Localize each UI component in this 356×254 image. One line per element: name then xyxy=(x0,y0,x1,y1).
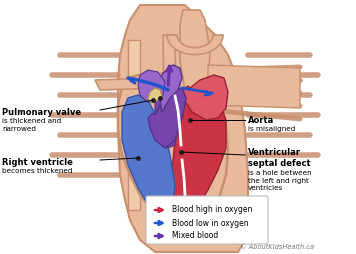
Polygon shape xyxy=(128,40,140,210)
Polygon shape xyxy=(118,5,248,252)
Text: Mixed blood: Mixed blood xyxy=(172,231,218,241)
Text: is misaligned: is misaligned xyxy=(248,126,295,132)
Polygon shape xyxy=(163,35,176,115)
Text: becomes thickened: becomes thickened xyxy=(2,168,73,174)
Polygon shape xyxy=(95,72,165,90)
Polygon shape xyxy=(180,10,210,100)
Polygon shape xyxy=(167,35,223,55)
Text: Aorta: Aorta xyxy=(248,116,274,125)
Polygon shape xyxy=(155,88,182,148)
Polygon shape xyxy=(148,88,162,103)
Text: Blood high in oxygen: Blood high in oxygen xyxy=(172,205,252,214)
Text: © AboutKidsHealth.ca: © AboutKidsHealth.ca xyxy=(240,244,314,250)
Polygon shape xyxy=(182,75,228,120)
Polygon shape xyxy=(148,88,186,148)
Polygon shape xyxy=(208,65,300,108)
Text: Pulmonary valve: Pulmonary valve xyxy=(2,108,81,117)
Polygon shape xyxy=(122,95,175,216)
Polygon shape xyxy=(118,75,228,225)
Polygon shape xyxy=(170,88,226,218)
Text: Blood low in oxygen: Blood low in oxygen xyxy=(172,218,248,228)
Text: is thickened and
narrowed: is thickened and narrowed xyxy=(2,118,61,132)
Text: Right ventricle: Right ventricle xyxy=(2,158,73,167)
Polygon shape xyxy=(158,65,182,112)
Polygon shape xyxy=(138,70,165,102)
FancyBboxPatch shape xyxy=(146,196,268,244)
Text: is a hole between
the left and right
ventricles: is a hole between the left and right ven… xyxy=(248,170,312,191)
Text: Ventricular
septal defect: Ventricular septal defect xyxy=(248,148,311,168)
